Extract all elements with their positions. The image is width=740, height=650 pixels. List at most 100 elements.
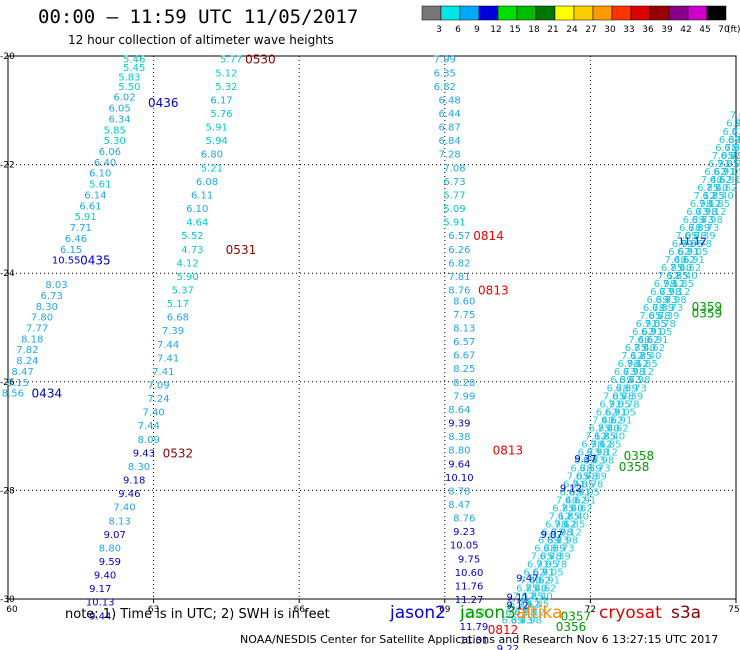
swath-value: 6.39 <box>683 215 705 226</box>
wave-height-label: 9.37 <box>574 454 596 465</box>
legend-swatch-18 <box>516 5 537 21</box>
swath-value: 6.39 <box>688 223 710 234</box>
swath-value: 6.39 <box>621 391 643 402</box>
swath-value: 6.73 <box>661 303 683 314</box>
wave-height-label: 4.64 <box>186 218 208 229</box>
pass-time-label: 0356 <box>556 620 587 634</box>
swath-value: 7.05 <box>614 407 636 418</box>
swath-value: 6.98 <box>545 520 567 531</box>
wave-height-label: 6.06 <box>99 147 121 158</box>
wave-height-label: 8.47 <box>448 500 470 511</box>
swath-value: 7.40 <box>556 495 578 506</box>
swath-value: 7.40 <box>592 415 614 426</box>
swath-value: 6.85 <box>708 199 730 210</box>
swath-value: 6.78 <box>643 303 665 314</box>
wave-height-label: 8.13 <box>108 516 130 527</box>
wave-height-label: 7.44 <box>157 340 179 351</box>
pass-time-label: 0357 <box>561 609 592 623</box>
wave-height-label: 6.73 <box>443 177 465 188</box>
legend-swatch-24 <box>554 5 575 21</box>
wave-height-label: 8.09 <box>138 435 160 446</box>
wave-height-label: 5.45 <box>123 63 145 74</box>
swath-value: 7.40 <box>530 592 552 603</box>
lon-tick-72: 72 <box>585 605 596 615</box>
swath-value: 6.62 <box>710 175 732 186</box>
wave-height-label: 10.60 <box>455 568 484 579</box>
wave-height-label: 6.10 <box>89 169 111 180</box>
wave-height-label: 9.75 <box>458 554 480 565</box>
swath-value: 6.91 <box>599 399 621 410</box>
axis-ticks: 60 63 66 69 72 75 -20 -22 -24 -26 -28 -30 <box>0 52 740 615</box>
wave-height-label: 6.80 <box>201 150 223 161</box>
swath-value: 7.05 <box>686 247 708 258</box>
swath-value: 7.40 <box>706 183 728 194</box>
pass-time-label: 0530 <box>245 53 276 67</box>
swath-value: 7.05 <box>645 319 667 330</box>
swath-value: 6.98 <box>695 207 717 218</box>
swath-value: 7.12 <box>523 608 545 619</box>
lon-tick-63: 63 <box>148 605 159 615</box>
wave-height-label: 6.10 <box>186 204 208 215</box>
swath-value: 6.78 <box>721 151 740 162</box>
legend-label-12: 12 <box>490 25 501 35</box>
wave-height-label: 6.87 <box>439 123 461 134</box>
legend-label-15: 15 <box>509 25 520 35</box>
swath-value: 7.12 <box>559 528 581 539</box>
swath-value: 6.85 <box>697 183 719 194</box>
legend-label-3: 3 <box>436 25 442 35</box>
legend-swatch-39 <box>649 5 670 21</box>
swath-value: 6.91 <box>719 175 740 186</box>
lat-tick--24: -24 <box>0 269 15 279</box>
swath-value: 7.05 <box>572 479 594 490</box>
swath-value: 6.39 <box>652 303 674 314</box>
swath-value: 6.91 <box>641 327 663 338</box>
wave-height-label: 9.40 <box>94 571 116 582</box>
wave-height-label: 5.30 <box>104 136 126 147</box>
swath-value: 6.73 <box>578 447 600 458</box>
swath-value: 6.85 <box>635 359 657 370</box>
swath-value: 6.62 <box>632 327 654 338</box>
swath-value: 7.40 <box>561 504 583 515</box>
swath-value: 6.98 <box>659 287 681 298</box>
swath-value: 6.39 <box>646 295 668 306</box>
map-title: 00:00 – 11:59 UTC 11/05/2017 <box>38 6 359 28</box>
pass-time-label: 0812 <box>488 623 519 637</box>
swath-value: 7.40 <box>634 343 656 354</box>
swath-value: 6.98 <box>654 279 676 290</box>
swath-value: 6.98 <box>726 119 740 130</box>
swath-value: 6.39 <box>585 471 607 482</box>
swath-value: 6.98 <box>690 199 712 210</box>
wave-height-label: 6.68 <box>167 313 189 324</box>
wave-height-label: 6.14 <box>84 190 106 201</box>
swath-value: 6.91 <box>677 247 699 258</box>
swath-value: 6.39 <box>616 383 638 394</box>
wave-height-values: 5.465.455.835.506.026.056.345.855.306.06… <box>2 55 707 650</box>
swath-value: 7.05 <box>603 391 625 402</box>
swath-value: 7.05 <box>531 552 553 563</box>
swath-value: 6.78 <box>576 471 598 482</box>
swath-value: 6.62 <box>607 423 629 434</box>
wave-height-label: 7.80 <box>31 313 53 324</box>
swath-value: 6.62 <box>668 247 690 258</box>
wave-height-label: 8.38 <box>448 432 470 443</box>
wave-height-label: 6.82 <box>448 258 470 269</box>
swath-value: 6.62 <box>679 263 701 274</box>
swath-value: 6.73 <box>686 207 708 218</box>
wave-height-label: 8.76 <box>448 285 470 296</box>
wave-height-label: 7.82 <box>16 345 38 356</box>
swath-value: 6.62 <box>715 183 737 194</box>
pass-time-label: 0434 <box>32 387 63 401</box>
swath-value: 6.73 <box>541 528 563 539</box>
swath-value: 6.78 <box>679 223 701 234</box>
wave-height-label: 7.99 <box>434 55 456 66</box>
wave-height-label: 4.73 <box>181 245 203 256</box>
swath-value: 6.98 <box>509 600 531 611</box>
swath-value: 6.85 <box>516 584 538 595</box>
wave-height-label: 7.44 <box>138 421 160 432</box>
wave-height-label: 6.46 <box>65 234 87 245</box>
wave-height-label: 7.71 <box>70 223 92 234</box>
swath-value: 6.85 <box>521 592 543 603</box>
wave-height-label: 8.60 <box>453 296 475 307</box>
swath-value: 6.73 <box>547 536 569 547</box>
wave-height-label: 5.52 <box>181 231 203 242</box>
